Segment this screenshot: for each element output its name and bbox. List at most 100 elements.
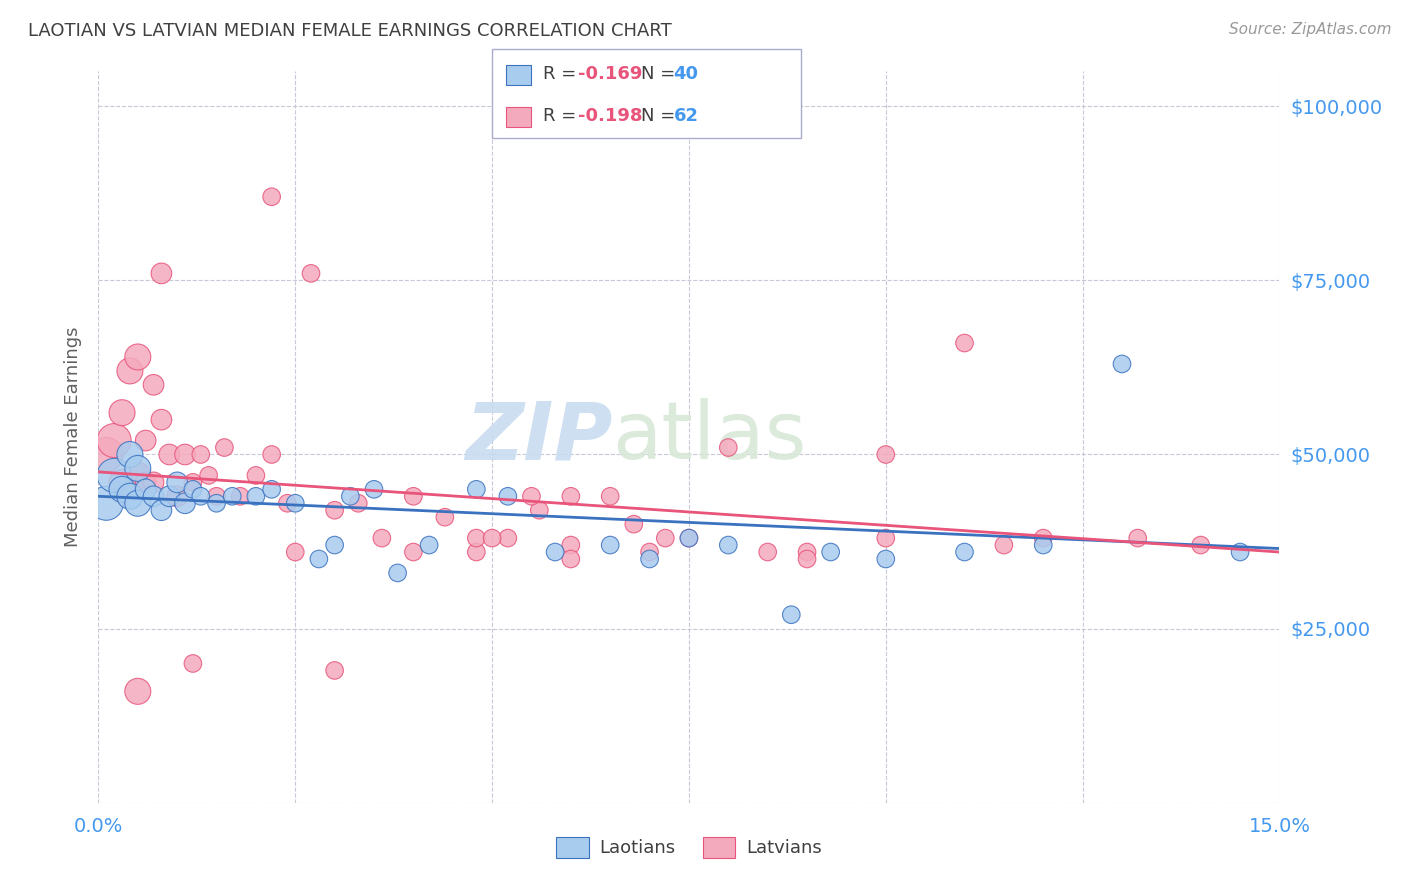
Point xyxy=(284,496,307,510)
Point xyxy=(135,434,157,448)
Point xyxy=(875,531,897,545)
Point xyxy=(118,448,141,462)
Point xyxy=(496,531,519,545)
Point xyxy=(197,468,219,483)
Point xyxy=(953,336,976,351)
Point xyxy=(150,412,173,426)
Point xyxy=(299,266,322,280)
Point xyxy=(560,538,582,552)
Text: N =: N = xyxy=(641,107,681,125)
Point xyxy=(190,448,212,462)
Point xyxy=(520,489,543,503)
Point xyxy=(181,657,204,671)
Point xyxy=(347,496,370,510)
Point xyxy=(339,489,361,503)
Point xyxy=(638,552,661,566)
Text: R =: R = xyxy=(543,65,582,83)
Point xyxy=(363,483,385,497)
Point xyxy=(433,510,456,524)
Point xyxy=(796,545,818,559)
Point xyxy=(150,266,173,280)
Point xyxy=(1189,538,1212,552)
Point xyxy=(623,517,645,532)
Point xyxy=(127,468,149,483)
Point xyxy=(496,489,519,503)
Legend: Laotians, Latvians: Laotians, Latvians xyxy=(547,828,831,867)
Point xyxy=(654,531,676,545)
Point xyxy=(103,434,125,448)
Point xyxy=(544,545,567,559)
Point xyxy=(181,475,204,490)
Point xyxy=(638,545,661,559)
Text: 62: 62 xyxy=(673,107,699,125)
Point xyxy=(1229,545,1251,559)
Point xyxy=(135,483,157,497)
Point xyxy=(717,441,740,455)
Point xyxy=(190,489,212,503)
Point xyxy=(260,448,283,462)
Point xyxy=(560,552,582,566)
Point xyxy=(127,684,149,698)
Text: 40: 40 xyxy=(673,65,699,83)
Point xyxy=(260,483,283,497)
Text: atlas: atlas xyxy=(612,398,807,476)
Point xyxy=(127,461,149,475)
Point xyxy=(118,489,141,503)
Point xyxy=(780,607,803,622)
Point xyxy=(96,496,118,510)
Point xyxy=(111,406,134,420)
Point xyxy=(402,489,425,503)
Point xyxy=(205,489,228,503)
Text: N =: N = xyxy=(641,65,681,83)
Point xyxy=(560,489,582,503)
Point xyxy=(465,545,488,559)
Point xyxy=(953,545,976,559)
Point xyxy=(174,448,197,462)
Point xyxy=(1126,531,1149,545)
Point xyxy=(678,531,700,545)
Text: -0.169: -0.169 xyxy=(578,65,643,83)
Point xyxy=(465,483,488,497)
Point xyxy=(166,489,188,503)
Text: Source: ZipAtlas.com: Source: ZipAtlas.com xyxy=(1229,22,1392,37)
Point xyxy=(820,545,842,559)
Text: -0.198: -0.198 xyxy=(578,107,643,125)
Point xyxy=(323,664,346,678)
Point xyxy=(260,190,283,204)
Point xyxy=(796,552,818,566)
Point xyxy=(529,503,551,517)
Point xyxy=(166,475,188,490)
Point xyxy=(245,489,267,503)
Point xyxy=(157,489,180,503)
Point xyxy=(599,538,621,552)
Point xyxy=(1111,357,1133,371)
Point xyxy=(118,364,141,378)
Point xyxy=(284,545,307,559)
Point xyxy=(229,489,252,503)
Point xyxy=(717,538,740,552)
Point xyxy=(875,552,897,566)
Point xyxy=(142,377,165,392)
Point xyxy=(678,531,700,545)
Text: R =: R = xyxy=(543,107,582,125)
Point xyxy=(323,538,346,552)
Point xyxy=(150,503,173,517)
Point xyxy=(174,496,197,510)
Point xyxy=(276,496,298,510)
Point xyxy=(96,448,118,462)
Text: ZIP: ZIP xyxy=(465,398,612,476)
Point xyxy=(418,538,440,552)
Point xyxy=(221,489,243,503)
Point xyxy=(993,538,1015,552)
Point xyxy=(599,489,621,503)
Point xyxy=(142,475,165,490)
Point xyxy=(205,496,228,510)
Point xyxy=(135,475,157,490)
Point xyxy=(481,531,503,545)
Point xyxy=(323,503,346,517)
Point xyxy=(157,448,180,462)
Point xyxy=(1032,538,1054,552)
Point xyxy=(127,496,149,510)
Point xyxy=(1032,531,1054,545)
Point xyxy=(127,350,149,364)
